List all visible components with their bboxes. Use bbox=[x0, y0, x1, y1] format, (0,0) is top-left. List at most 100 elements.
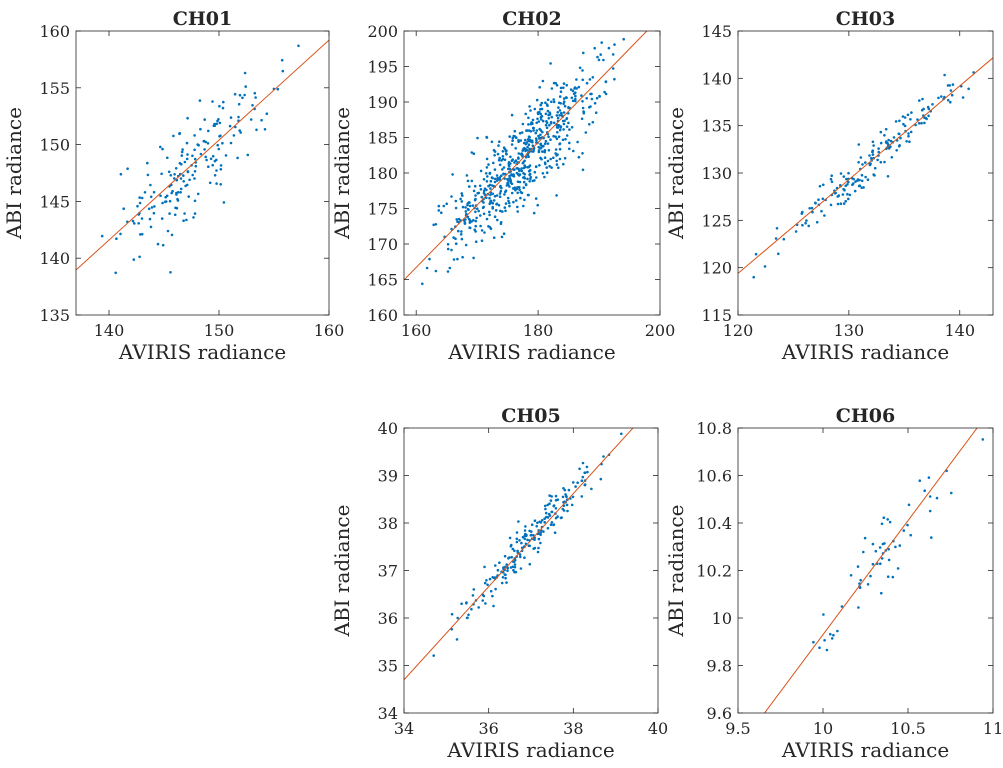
scatter-point bbox=[552, 523, 556, 526]
scatter-point bbox=[537, 120, 541, 123]
scatter-point bbox=[498, 140, 501, 143]
scatter-point bbox=[516, 186, 519, 189]
scatter-point bbox=[924, 116, 927, 120]
scatter-point bbox=[504, 576, 507, 580]
scatter-point bbox=[148, 217, 152, 221]
y-tick-label: 37 bbox=[378, 562, 398, 581]
scatter-point bbox=[533, 519, 537, 522]
scatter-point bbox=[197, 144, 200, 147]
scatter-point bbox=[570, 126, 574, 129]
scatter-point bbox=[509, 545, 513, 548]
scatter-point bbox=[918, 99, 921, 102]
scatter-point bbox=[428, 257, 431, 261]
scatter-point bbox=[233, 92, 237, 96]
scatter-point bbox=[584, 131, 588, 134]
scatter-point bbox=[871, 153, 875, 156]
scatter-point bbox=[537, 537, 541, 541]
scatter-point bbox=[527, 155, 530, 158]
scatter-point bbox=[528, 168, 532, 172]
chart-title: CH06 bbox=[836, 405, 896, 427]
scatter-point bbox=[457, 217, 461, 221]
scatter-point bbox=[536, 117, 539, 121]
scatter-point bbox=[501, 155, 505, 158]
scatter-point bbox=[496, 218, 499, 222]
scatter-point bbox=[880, 591, 883, 595]
scatter-point bbox=[531, 144, 535, 147]
scatter-point bbox=[842, 202, 846, 205]
scatter-point bbox=[187, 195, 190, 198]
scatter-point bbox=[528, 135, 531, 139]
scatter-point bbox=[237, 115, 240, 119]
scatter-point bbox=[927, 114, 930, 118]
scatter-point bbox=[547, 135, 550, 139]
scatter-point bbox=[499, 221, 503, 224]
scatter-point bbox=[842, 175, 846, 178]
scatter-point bbox=[562, 111, 566, 114]
scatter-point bbox=[564, 493, 567, 496]
scatter-point bbox=[246, 153, 250, 157]
x-tick-label: 9.5 bbox=[725, 719, 750, 738]
scatter-point bbox=[515, 540, 519, 544]
scatter-point bbox=[864, 161, 867, 164]
scatter-point bbox=[472, 189, 476, 193]
scatter-point bbox=[450, 195, 453, 198]
scatter-point bbox=[541, 172, 545, 175]
scatter-point bbox=[544, 123, 548, 127]
scatter-point bbox=[515, 531, 519, 534]
scatter-point bbox=[538, 110, 541, 114]
scatter-point bbox=[552, 156, 555, 160]
scatter-point bbox=[500, 174, 503, 177]
scatter-point bbox=[450, 227, 453, 231]
scatter-point bbox=[872, 173, 875, 176]
scatter-point bbox=[546, 159, 550, 163]
scatter-point bbox=[156, 242, 160, 246]
scatter-point bbox=[260, 118, 263, 122]
scatter-point bbox=[523, 173, 527, 176]
scatter-point bbox=[495, 203, 498, 206]
scatter-point bbox=[461, 205, 465, 209]
scatter-point bbox=[859, 578, 862, 582]
scatter-point bbox=[222, 201, 226, 204]
scatter-point bbox=[517, 520, 520, 523]
scatter-point bbox=[183, 212, 186, 215]
scatter-point bbox=[454, 242, 458, 245]
y-axis-label: ABI radiance bbox=[664, 505, 688, 638]
scatter-point bbox=[140, 232, 144, 236]
scatter-point bbox=[511, 174, 515, 178]
scatter-point bbox=[542, 144, 545, 148]
scatter-point bbox=[943, 73, 946, 77]
scatter-point bbox=[581, 461, 585, 465]
scatter-point bbox=[522, 180, 526, 184]
scatter-point bbox=[489, 193, 492, 197]
scatter-point bbox=[254, 96, 257, 99]
scatter-point bbox=[159, 145, 162, 149]
scatter-point bbox=[517, 140, 520, 143]
scatter-point bbox=[484, 602, 487, 605]
scatter-point bbox=[836, 629, 839, 633]
scatter-point bbox=[951, 83, 955, 86]
scatter-point bbox=[518, 169, 521, 173]
scatter-point bbox=[510, 191, 514, 195]
scatter-point bbox=[467, 208, 470, 211]
scatter-point bbox=[456, 257, 459, 261]
scatter-point bbox=[878, 546, 882, 549]
scatter-point bbox=[253, 91, 257, 95]
scatter-point bbox=[553, 531, 557, 534]
scatter-point bbox=[774, 237, 778, 240]
scatter-point bbox=[505, 581, 508, 584]
scatter-point bbox=[805, 219, 808, 222]
scatter-point bbox=[526, 193, 530, 197]
scatter-point bbox=[519, 555, 522, 559]
x-tick-label: 160 bbox=[401, 321, 432, 340]
y-tick-label: 10.2 bbox=[696, 562, 732, 581]
scatter-point bbox=[164, 195, 167, 199]
scatter-point bbox=[882, 516, 886, 519]
scatter-point bbox=[516, 180, 520, 183]
scatter-point bbox=[503, 158, 507, 162]
x-axis-label: AVIRIS radiance bbox=[781, 340, 949, 364]
scatter-point bbox=[147, 207, 151, 211]
scatter-point bbox=[450, 248, 453, 252]
scatter-point bbox=[493, 576, 497, 579]
scatter-point bbox=[131, 219, 135, 223]
scatter-point bbox=[603, 90, 606, 94]
